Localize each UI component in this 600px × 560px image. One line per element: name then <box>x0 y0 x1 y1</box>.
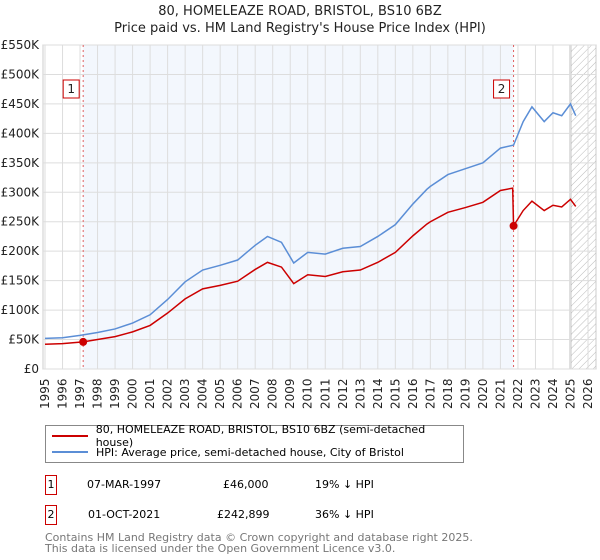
legend-label: 80, HOMELEAZE ROAD, BRISTOL, BS10 6BZ (s… <box>95 423 426 449</box>
x-tick-label: 1997 <box>73 378 87 409</box>
legend-label: HPI: Average price, semi-detached house,… <box>96 445 404 459</box>
x-tick-label: 2005 <box>213 378 227 409</box>
price-paid-line <box>44 187 577 346</box>
x-tick-label: 2015 <box>388 378 402 409</box>
x-tick-label: 2017 <box>423 378 437 409</box>
hpi-line <box>44 102 577 340</box>
footer: Contains HM Land Registry data © Crown c… <box>45 532 473 554</box>
sale-point <box>79 337 88 346</box>
x-tick-label: 2008 <box>266 378 280 409</box>
x-tick-label: 2007 <box>248 378 262 409</box>
x-tick-label: 2010 <box>301 378 315 409</box>
transaction-price: £46,000 <box>223 478 269 491</box>
x-tick-label: 2006 <box>231 378 245 409</box>
sale-label: 2 <box>498 82 506 96</box>
transaction-date: 07-MAR-1997 <box>87 478 162 491</box>
x-tick-label: 2021 <box>493 378 507 409</box>
chart-subtitle: Price paid vs. HM Land Registry's House … <box>114 21 486 36</box>
chart-title: 80, HOMELEAZE ROAD, BRISTOL, BS10 6BZ <box>158 4 442 19</box>
legend-item-hpi: HPI: Average price, semi-detached house,… <box>52 445 404 459</box>
x-tick-label: 2023 <box>528 378 542 409</box>
y-tick-label: £550K <box>1 38 41 52</box>
sale-point <box>509 221 518 230</box>
transaction-price: £242,899 <box>217 508 270 521</box>
x-tick-label: 1998 <box>91 378 105 409</box>
y-tick-label: £250K <box>1 215 41 229</box>
x-tick-label: 2022 <box>511 378 525 409</box>
footer-line: Contains HM Land Registry data © Crown c… <box>45 531 473 544</box>
x-tick-label: 2019 <box>458 378 472 409</box>
x-tick-label: 2001 <box>143 378 157 409</box>
x-tick-label: 2024 <box>546 378 560 409</box>
x-tick-label: 2002 <box>161 378 175 409</box>
sale-label-box <box>493 79 511 99</box>
x-tick-label: 2014 <box>371 378 385 409</box>
x-tick-label: 2009 <box>283 378 297 409</box>
legend-swatch-red <box>52 435 88 437</box>
y-tick-label: £50K <box>8 333 40 347</box>
x-tick-label: 2016 <box>406 378 420 409</box>
y-tick-label: £100K <box>1 303 41 317</box>
transaction-row: 2 01-OCT-2021 £242,899 36% ↓ HPI <box>45 505 445 525</box>
y-tick-label: £150K <box>1 274 41 288</box>
transaction-hpi: 36% ↓ HPI <box>315 508 374 521</box>
x-tick-label: 1996 <box>56 378 70 409</box>
footer-line: This data is licensed under the Open Gov… <box>45 542 396 555</box>
x-tick-label: 1995 <box>38 378 52 409</box>
legend: 80, HOMELEAZE ROAD, BRISTOL, BS10 6BZ (s… <box>45 423 464 463</box>
x-tick-label: 2020 <box>476 378 490 409</box>
x-tick-label: 1999 <box>108 378 122 409</box>
transaction-badge: 1 <box>45 475 57 495</box>
x-tick-label: 2025 <box>563 378 577 409</box>
sale-label-box <box>62 79 80 99</box>
transaction-badge: 2 <box>45 505 57 525</box>
price-chart: 1995 1996 1997 1998 1999 2000 2001 2002 2003 2004… <box>1 38 597 409</box>
transaction-hpi: 19% ↓ HPI <box>315 478 374 491</box>
forecast-hatch <box>570 45 596 369</box>
transaction-date: 01-OCT-2021 <box>88 508 161 521</box>
x-tick-label: 2004 <box>196 378 210 409</box>
y-tick-label: £0 <box>24 362 39 376</box>
x-tick-label: 2026 <box>581 378 595 409</box>
y-tick-label: £450K <box>1 97 41 111</box>
x-tick-label: 2003 <box>178 378 192 409</box>
y-tick-label: £200K <box>1 244 41 258</box>
legend-swatch-blue <box>52 451 88 453</box>
transaction-row: 1 07-MAR-1997 £46,000 19% ↓ HPI <box>45 475 445 495</box>
y-tick-label: £350K <box>1 156 41 170</box>
y-tick-label: £500K <box>1 67 41 81</box>
legend-item-property: 80, HOMELEAZE ROAD, BRISTOL, BS10 6BZ (s… <box>52 423 463 449</box>
x-tick-label: 2013 <box>353 378 367 409</box>
x-tick-label: 2000 <box>126 378 140 409</box>
x-tick-label: 2012 <box>336 378 350 409</box>
y-tick-label: £300K <box>1 185 41 199</box>
sale-label: 1 <box>67 82 75 96</box>
y-tick-label: £400K <box>1 126 41 140</box>
x-tick-label: 2018 <box>441 378 455 409</box>
ownership-shade <box>83 45 514 369</box>
x-tick-label: 2011 <box>318 378 332 409</box>
